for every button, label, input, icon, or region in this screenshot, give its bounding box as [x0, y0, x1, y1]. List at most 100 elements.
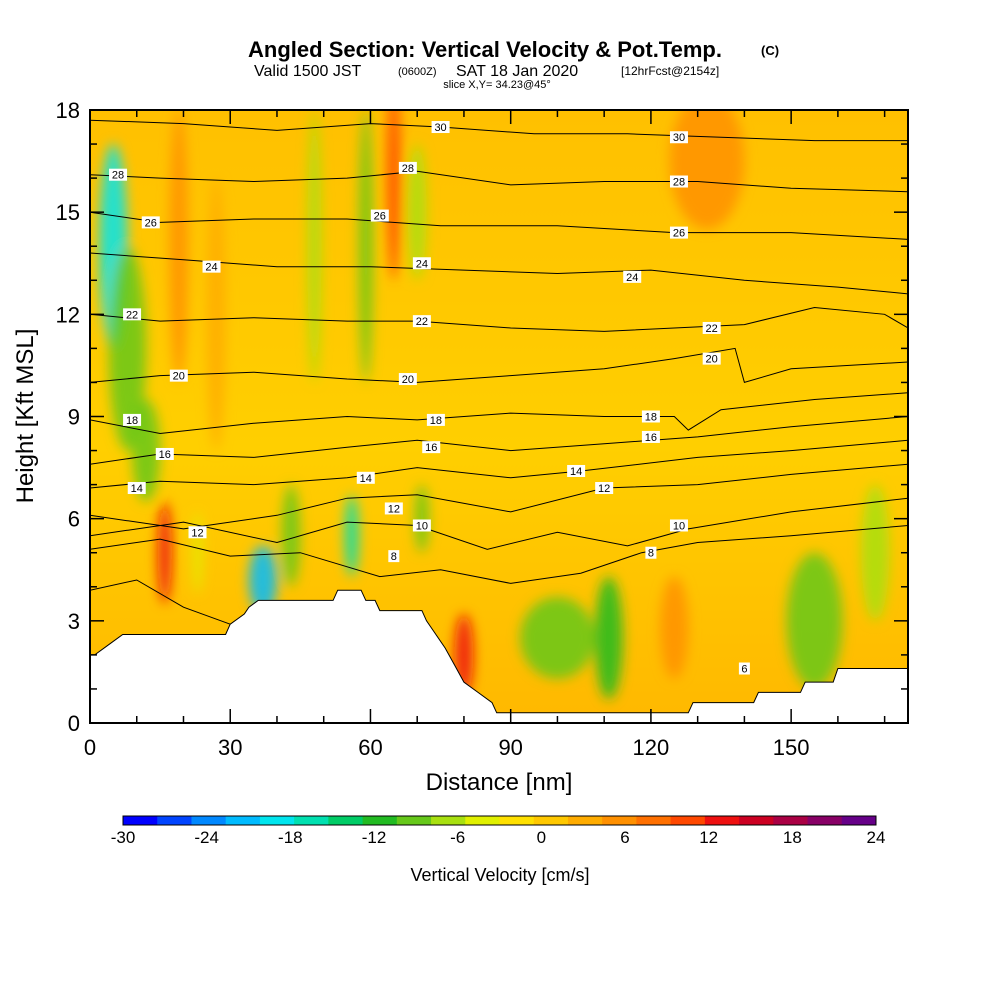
velocity-cell — [157, 501, 172, 604]
isotherm-label: 12 — [595, 482, 614, 495]
colorbar-segment — [499, 816, 535, 825]
colorbar-segment — [259, 816, 295, 825]
isotherm-label-text: 26 — [145, 217, 157, 229]
velocity-cell — [386, 110, 401, 281]
colorbar-segment — [739, 816, 774, 825]
isotherm-label: 14 — [356, 471, 375, 485]
y-tick-label: 6 — [68, 507, 80, 532]
isotherm-label-text: 28 — [673, 177, 685, 189]
velocity-cell — [206, 178, 226, 451]
isotherm-label-text: 26 — [673, 228, 685, 240]
velocity-cell — [669, 110, 745, 230]
colorbar-segment — [157, 816, 192, 825]
isotherm-label: 22 — [702, 321, 721, 335]
isotherm-label: 18 — [426, 413, 445, 427]
isotherm-label-bg — [412, 315, 431, 328]
isotherm-label: 18 — [641, 410, 660, 424]
isotherm-label: 12 — [188, 526, 207, 539]
isotherm-label: 16 — [422, 441, 441, 454]
velocity-cell — [407, 144, 427, 281]
isotherm-line — [90, 579, 231, 625]
colorbar-label: Vertical Velocity [cm/s] — [410, 865, 589, 885]
isotherm-label-bg — [669, 519, 688, 532]
isotherm-label-bg — [123, 413, 142, 426]
x-tick-label: 60 — [358, 735, 382, 760]
y-axis-ticks: 0 3 6 9 12 15 18 — [56, 98, 908, 736]
isotherm-label: 26 — [141, 216, 160, 229]
colorbar-segment — [431, 816, 466, 825]
isotherm-label-bg — [641, 410, 660, 423]
isotherm-label-text: 8 — [391, 551, 397, 563]
colorbar-segment — [567, 816, 603, 825]
isotherm-line — [90, 170, 908, 193]
isotherm-label-bg — [669, 131, 688, 144]
y-tick-label: 18 — [56, 98, 80, 123]
y-tick-label: 15 — [56, 200, 80, 225]
isotherm-label-bg — [155, 447, 174, 460]
valid-prefix: Valid 1500 JST — [254, 63, 362, 80]
isotherm-label: 10 — [669, 519, 688, 532]
x-tick-label: 30 — [218, 735, 242, 760]
velocity-cell — [248, 545, 277, 615]
isotherm-line — [90, 211, 908, 240]
isotherm-label-bg — [188, 526, 207, 539]
velocity-cell — [281, 484, 301, 587]
colorbar-ticks: -30 -24 -18 -12 -6 0 6 12 18 24 — [111, 828, 886, 847]
isotherm-label-bg — [356, 471, 375, 484]
velocity-cell — [108, 246, 147, 451]
colorbar-tick-label: 24 — [867, 828, 886, 847]
isotherm-label: 10 — [412, 519, 431, 532]
isotherm-label-bg — [384, 502, 403, 515]
isotherm-label-text: 26 — [374, 211, 386, 223]
colorbar-tick-label: -24 — [194, 828, 219, 847]
isotherm-label-bg — [398, 373, 417, 386]
isotherm-line — [90, 119, 908, 142]
colorbar-tick-label: 6 — [620, 828, 629, 847]
plot-area: 6 8 10 12 14 16 18 20 22 24 26 28 30 30 28 28 26 26 24 24 22… — [90, 110, 908, 723]
colorbar-segment — [807, 816, 843, 825]
isotherm-label-bg — [645, 546, 657, 559]
isotherm-label-text: 20 — [706, 354, 718, 366]
isotherm-line — [90, 439, 908, 489]
isotherm-label: 28 — [398, 161, 417, 175]
isotherm-label: 30 — [431, 121, 450, 134]
isotherm-label-bg — [422, 441, 441, 454]
isotherm-label-text: 14 — [570, 466, 582, 478]
isotherm-label-text: 12 — [598, 483, 610, 495]
y-tick-label: 0 — [68, 711, 80, 736]
isotherm-label-bg — [123, 308, 142, 321]
isotherm-label-text: 18 — [430, 415, 442, 427]
isotherm-label-text: 28 — [402, 163, 414, 175]
chart-title-group: Angled Section: Vertical Velocity & Pot.… — [248, 37, 779, 91]
isotherm-label-text: 12 — [191, 527, 203, 539]
isotherm-label-bg — [426, 413, 445, 426]
isotherm-label: 8 — [388, 550, 400, 563]
isotherm-label-bg — [702, 321, 721, 334]
colorbar-segment — [225, 816, 261, 825]
isotherm-label: 20 — [702, 352, 721, 366]
velocity-cell — [344, 494, 359, 577]
velocity-cell — [786, 552, 843, 689]
y-tick-label: 12 — [56, 302, 80, 327]
isotherm-label: 26 — [669, 226, 688, 240]
isotherm-label: 12 — [384, 502, 403, 515]
colorbar-tick-label: -12 — [362, 828, 387, 847]
isotherm-line — [90, 392, 908, 435]
valid-zulu: (0600Z) — [398, 66, 437, 78]
colorbar-segment — [670, 816, 706, 825]
x-tick-label: 150 — [773, 735, 810, 760]
isotherm-label-bg — [595, 482, 614, 495]
slice-info: slice X,Y= 34.23@45° — [443, 79, 551, 91]
isotherm-label-bg — [202, 260, 221, 273]
velocity-cell — [307, 110, 322, 383]
isotherm-label-text: 18 — [126, 415, 138, 427]
colorbar-segment — [602, 816, 637, 825]
colorbar-segment — [704, 816, 740, 825]
isotherm-label-text: 30 — [673, 132, 685, 144]
x-axis-label: Distance [nm] — [426, 769, 573, 796]
isotherm-line — [90, 306, 908, 332]
plot-background — [90, 110, 908, 723]
isotherm-line — [90, 347, 908, 384]
isotherm-label: 24 — [623, 270, 642, 284]
